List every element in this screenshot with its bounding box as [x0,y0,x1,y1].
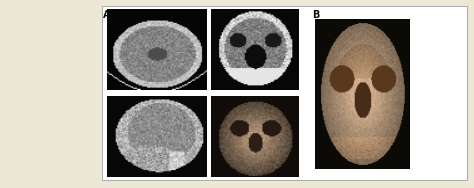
Text: B: B [312,10,319,20]
FancyBboxPatch shape [102,6,467,180]
Text: A: A [103,10,111,20]
